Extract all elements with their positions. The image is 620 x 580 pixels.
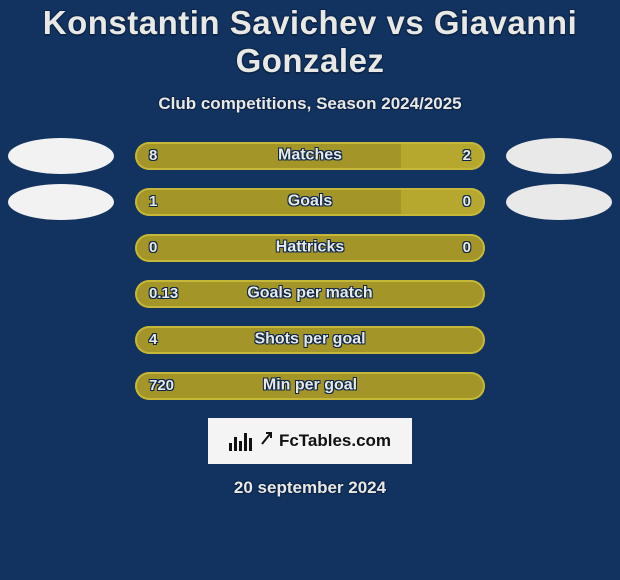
brand-text: FcTables.com [279,431,391,451]
flag-left-icon [8,184,114,220]
bar-segment-left [135,188,401,216]
stat-row: 8 2 Matches [0,142,620,170]
stat-row: 1 0 Goals [0,188,620,216]
stats-list: 8 2 Matches 1 0 Goals 0 0 Hattricks 0.13 Goals per… [0,142,620,400]
stat-value-left: 4 [149,331,157,348]
page-subtitle: Club competitions, Season 2024/2025 [158,94,461,114]
stat-row: 4 Shots per goal [0,326,620,354]
comparison-card: Konstantin Savichev vs Giavanni Gonzalez… [0,0,620,580]
stat-value-right: 0 [463,239,471,256]
stat-label: Goals [288,193,332,211]
stat-row: 0.13 Goals per match [0,280,620,308]
stat-value-left: 0 [149,239,157,256]
stat-row: 0 0 Hattricks [0,234,620,262]
stat-value-left: 720 [149,377,174,394]
stat-label: Matches [278,147,342,165]
stat-value-left: 8 [149,147,157,164]
bar-segment-right [401,188,485,216]
page-title: Konstantin Savichev vs Giavanni Gonzalez [0,4,620,80]
stat-bar: 0.13 Goals per match [135,280,485,308]
stat-value-left: 1 [149,193,157,210]
stat-bar: 1 0 Goals [135,188,485,216]
brand-badge[interactable]: FcTables.com [208,418,412,464]
stat-bar: 8 2 Matches [135,142,485,170]
stat-bar: 720 Min per goal [135,372,485,400]
bar-segment-left [135,142,401,170]
stat-row: 720 Min per goal [0,372,620,400]
bar-segment-right [401,142,485,170]
stat-value-right: 0 [463,193,471,210]
footer-date: 20 september 2024 [234,478,386,498]
stat-label: Goals per match [247,285,372,303]
flag-right-icon [506,138,612,174]
stat-label: Hattricks [276,239,344,257]
flag-right-icon [506,184,612,220]
flag-left-icon [8,138,114,174]
stat-value-left: 0.13 [149,285,178,302]
stat-label: Min per goal [263,377,357,395]
trend-arrow-icon [261,430,273,446]
stat-label: Shots per goal [254,331,365,349]
stat-bar: 0 0 Hattricks [135,234,485,262]
stat-value-right: 2 [463,147,471,164]
bar-chart-icon [229,431,255,451]
stat-bar: 4 Shots per goal [135,326,485,354]
